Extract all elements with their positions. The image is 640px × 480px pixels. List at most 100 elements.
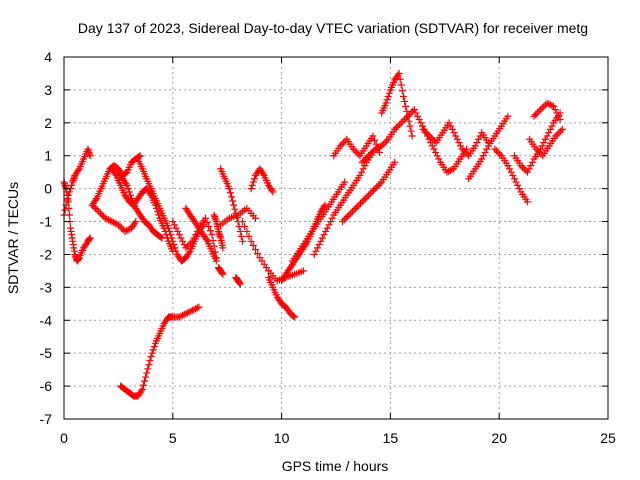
data-point-dense bbox=[340, 216, 348, 224]
data-point-dense bbox=[245, 232, 253, 240]
data-point bbox=[523, 168, 531, 176]
data-point-dense bbox=[548, 102, 556, 110]
data-point bbox=[341, 178, 349, 186]
data-point-dense bbox=[453, 135, 461, 143]
data-point-dense bbox=[428, 142, 436, 150]
data-point bbox=[371, 145, 379, 153]
x-tick-label: 20 bbox=[491, 430, 507, 446]
data-point-dense bbox=[355, 201, 363, 209]
data-point-dense bbox=[363, 153, 371, 161]
series-arc-ad bbox=[530, 99, 564, 124]
data-point-dense bbox=[553, 130, 561, 138]
data-point-dense bbox=[401, 116, 409, 124]
data-point-dense bbox=[254, 250, 262, 258]
data-point-dense bbox=[538, 104, 546, 112]
data-point-dense bbox=[98, 211, 106, 219]
data-point bbox=[299, 267, 307, 275]
data-point bbox=[510, 175, 518, 183]
data-point bbox=[195, 303, 203, 311]
data-point-dense bbox=[172, 224, 180, 232]
data-point bbox=[143, 369, 151, 377]
data-point bbox=[556, 116, 564, 124]
data-point-dense bbox=[192, 305, 200, 313]
data-point-dense bbox=[203, 236, 211, 244]
data-point-dense bbox=[381, 139, 389, 147]
y-tick-label: 3 bbox=[44, 82, 52, 98]
data-point bbox=[121, 227, 129, 235]
data-point-dense bbox=[185, 241, 193, 249]
data-point-dense bbox=[65, 211, 73, 219]
series-arc-aa bbox=[465, 112, 512, 183]
data-point-dense bbox=[353, 203, 361, 211]
data-point-dense bbox=[392, 124, 400, 132]
data-point-dense bbox=[174, 227, 182, 235]
data-point-dense bbox=[110, 218, 118, 226]
data-point bbox=[95, 208, 103, 216]
data-point-dense bbox=[546, 125, 554, 133]
data-point-dense bbox=[183, 242, 191, 250]
data-point-dense bbox=[525, 165, 533, 173]
data-point-dense bbox=[122, 180, 130, 188]
data-point-dense bbox=[534, 147, 542, 155]
data-point bbox=[404, 112, 412, 120]
data-point bbox=[478, 155, 486, 163]
data-point-dense bbox=[398, 87, 406, 95]
data-point bbox=[182, 310, 190, 318]
data-point-dense bbox=[532, 111, 540, 119]
data-point bbox=[101, 214, 109, 222]
series-arc-ab bbox=[491, 145, 531, 206]
data-point-dense bbox=[236, 227, 244, 235]
data-point bbox=[345, 211, 353, 219]
data-point bbox=[408, 132, 416, 140]
series-arc-s bbox=[288, 178, 349, 265]
data-point bbox=[175, 231, 183, 239]
data-point-dense bbox=[353, 148, 361, 156]
data-point-dense bbox=[373, 183, 381, 191]
series-arc-h bbox=[169, 214, 220, 262]
x-tick-label: 10 bbox=[274, 430, 290, 446]
data-point-dense bbox=[185, 249, 193, 257]
data-point-dense bbox=[209, 236, 217, 244]
data-point-dense bbox=[251, 246, 259, 254]
data-point-dense bbox=[409, 107, 417, 115]
data-point bbox=[238, 237, 246, 245]
data-point-dense bbox=[325, 221, 333, 229]
data-point-dense bbox=[338, 140, 346, 148]
data-point-dense bbox=[228, 193, 236, 201]
data-point-dense bbox=[322, 227, 330, 235]
y-tick-label: 4 bbox=[44, 49, 52, 65]
data-point-dense bbox=[157, 233, 165, 241]
data-point-dense bbox=[92, 204, 100, 212]
data-point-dense bbox=[171, 244, 179, 252]
data-point-dense bbox=[528, 158, 536, 166]
data-point-dense bbox=[96, 209, 104, 217]
data-point-dense bbox=[137, 387, 145, 395]
data-point bbox=[64, 198, 72, 206]
data-point-dense bbox=[445, 167, 453, 175]
series-arc-j bbox=[214, 264, 227, 278]
data-point-dense bbox=[118, 224, 126, 232]
data-point bbox=[251, 214, 259, 222]
data-point-dense bbox=[268, 186, 276, 194]
data-point-dense bbox=[92, 196, 100, 204]
data-point bbox=[317, 237, 325, 245]
data-point-dense bbox=[243, 227, 251, 235]
data-point bbox=[530, 112, 538, 120]
data-point-dense bbox=[187, 239, 195, 247]
data-point-dense bbox=[473, 139, 481, 147]
data-point-dense bbox=[148, 349, 156, 357]
y-tick-label: -1 bbox=[40, 214, 53, 230]
data-point-dense bbox=[348, 208, 356, 216]
data-point bbox=[132, 218, 140, 226]
data-point-dense bbox=[226, 189, 234, 197]
data-point-dense bbox=[68, 181, 76, 189]
data-point-dense bbox=[193, 304, 201, 312]
data-point-dense bbox=[131, 219, 139, 227]
data-point-dense bbox=[448, 125, 456, 133]
data-point-dense bbox=[435, 155, 443, 163]
data-point bbox=[417, 119, 425, 127]
data-point bbox=[532, 145, 540, 153]
data-point-dense bbox=[430, 137, 438, 145]
data-point-dense bbox=[394, 122, 402, 130]
